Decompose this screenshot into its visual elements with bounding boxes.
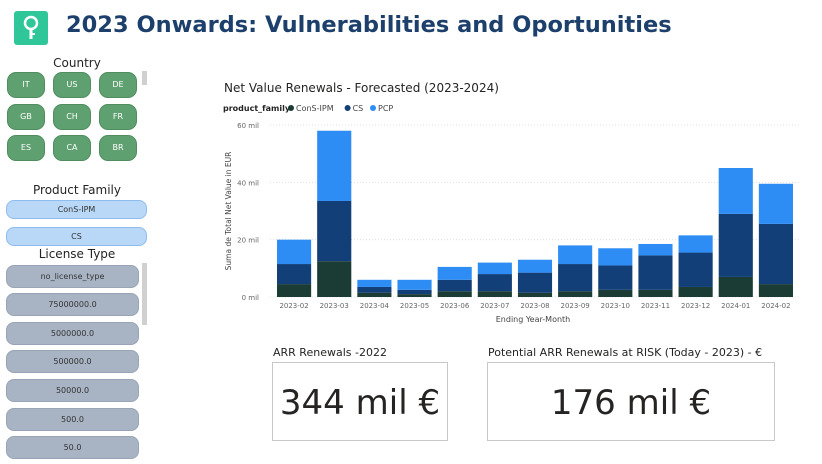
chart-title: Net Value Renewals - Forecasted (2023-20…	[224, 81, 499, 95]
x-tick-label: 2023-08	[520, 302, 549, 310]
license-type-option[interactable]: no_license_type	[6, 265, 139, 288]
bar-segment-cons-ipm	[598, 289, 633, 297]
legend-entry: CS	[353, 104, 364, 113]
country-slicer-label: Country	[53, 56, 101, 70]
bar-segment-cons-ipm	[277, 284, 312, 297]
bar-segment-cs	[277, 264, 312, 285]
arr-renewals-value: 344 mil €	[279, 383, 441, 423]
product-family-option-cons-ipm[interactable]: ConS-IPM	[6, 200, 147, 219]
country-option-es[interactable]: ES	[7, 135, 45, 161]
bar-segment-cons-ipm	[437, 291, 472, 297]
x-tick-label: 2023-05	[400, 302, 429, 310]
bar-segment-cons-ipm	[718, 276, 753, 297]
license-type-slicer-label: License Type	[38, 247, 116, 261]
arr-at-risk-title: Potential ARR Renewals at RISK (Today - …	[488, 346, 763, 359]
bar-segment-cs	[397, 289, 432, 295]
bar-segment-cons-ipm	[357, 292, 392, 297]
x-tick-label: 2023-11	[641, 302, 670, 310]
country-option-de[interactable]: DE	[99, 72, 137, 98]
y-tick-label: 40 mil	[237, 179, 259, 187]
bar-segment-cs	[678, 252, 713, 287]
license-type-option[interactable]: 500.0	[6, 408, 139, 431]
x-tick-label: 2023-04	[360, 302, 390, 310]
product-family-option-cs[interactable]: CS	[6, 227, 147, 246]
bar-segment-cs	[477, 274, 512, 292]
legend-marker	[288, 105, 294, 111]
x-tick-label: 2023-03	[320, 302, 349, 310]
x-tick-label: 2023-12	[681, 302, 710, 310]
country-option-it[interactable]: IT	[7, 72, 45, 98]
app-logo	[14, 11, 48, 45]
x-axis-label: Ending Year-Month	[496, 315, 571, 324]
legend-entry: PCP	[378, 104, 393, 113]
bar-segment-pcp	[517, 259, 553, 273]
bar-segment-cons-ipm	[397, 294, 432, 297]
x-tick-label: 2023-10	[601, 302, 630, 310]
net-value-renewals-chart: product_family ConS-IPM CS PCP 0 mil 20 mil 40…	[223, 104, 800, 324]
country-option-ca[interactable]: CA	[53, 135, 91, 161]
license-type-option[interactable]: 5000000.0	[6, 322, 139, 345]
bar-segment-pcp	[718, 168, 753, 214]
legend-marker	[344, 105, 351, 111]
x-tick-label: 2024-01	[721, 302, 750, 310]
bar-segment-pcp	[598, 248, 633, 266]
bar-segment-pcp	[437, 266, 472, 280]
bar-segment-cons-ipm	[678, 286, 713, 297]
y-tick-label: 0 mil	[242, 294, 259, 302]
country-option-br[interactable]: BR	[99, 135, 137, 161]
bar-segment-pcp	[558, 245, 593, 265]
y-axis-label: Suma de Total Net Value in EUR	[224, 152, 233, 271]
bar-segment-pcp	[277, 239, 312, 265]
license-type-option[interactable]: 50.0	[6, 436, 139, 459]
bar-segment-pcp	[638, 243, 673, 256]
bar-segment-cons-ipm	[558, 291, 593, 297]
x-tick-label: 2023-02	[279, 302, 308, 310]
bar-segment-cons-ipm	[477, 291, 512, 297]
y-tick-label: 20 mil	[237, 237, 259, 245]
key-icon	[23, 15, 39, 39]
arr-renewals-card: 344 mil €	[272, 362, 448, 441]
bar-segment-cs	[718, 213, 753, 277]
product-family-slicer-label: Product Family	[33, 183, 121, 197]
legend-title: product_family	[223, 104, 291, 113]
license-type-option[interactable]: 75000000.0	[6, 293, 139, 316]
country-option-us[interactable]: US	[53, 72, 91, 98]
bar-segment-pcp	[678, 235, 713, 253]
arr-at-risk-card: 176 mil €	[487, 362, 775, 441]
y-tick-label: 60 mil	[237, 122, 259, 130]
bar-segment-pcp	[317, 130, 352, 201]
bar-segment-cs	[317, 200, 352, 262]
legend-entry: ConS-IPM	[296, 104, 334, 113]
x-tick-label: 2024-02	[761, 302, 790, 310]
page-title: 2023 Onwards: Vulnerabilities and Oportu…	[66, 12, 672, 38]
license-type-option[interactable]: 50000.0	[6, 379, 139, 402]
bar-segment-pcp	[477, 262, 512, 275]
bar-segment-cs	[598, 265, 633, 290]
bar-segment-cons-ipm	[638, 289, 673, 297]
bar-segment-cs	[758, 223, 793, 285]
arr-at-risk-value: 176 mil €	[550, 383, 712, 423]
arr-renewals-title: ARR Renewals -2022	[273, 346, 387, 359]
country-option-ch[interactable]: CH	[53, 104, 91, 130]
legend-marker	[370, 105, 376, 111]
bar-segment-pcp	[758, 183, 793, 224]
bar-segment-cs	[357, 286, 392, 293]
bar-segment-cons-ipm	[317, 261, 352, 297]
bar-segment-cs	[638, 255, 673, 290]
bar-segment-pcp	[397, 279, 432, 290]
bar-segment-cons-ipm	[517, 292, 553, 297]
country-scrollbar[interactable]	[142, 71, 147, 85]
bar-segment-cs	[517, 272, 553, 293]
bar-segment-cs	[437, 279, 472, 292]
country-option-fr[interactable]: FR	[99, 104, 137, 130]
x-tick-label: 2023-09	[561, 302, 590, 310]
x-tick-label: 2023-06	[440, 302, 470, 310]
bar-segment-cons-ipm	[758, 284, 793, 297]
x-tick-label: 2023-07	[480, 302, 509, 310]
license-type-option[interactable]: 500000.0	[6, 350, 139, 373]
country-option-gb[interactable]: GB	[7, 104, 45, 130]
license-type-scrollbar[interactable]	[142, 263, 147, 325]
bar-segment-pcp	[357, 279, 392, 287]
bar-segment-cs	[558, 264, 593, 292]
